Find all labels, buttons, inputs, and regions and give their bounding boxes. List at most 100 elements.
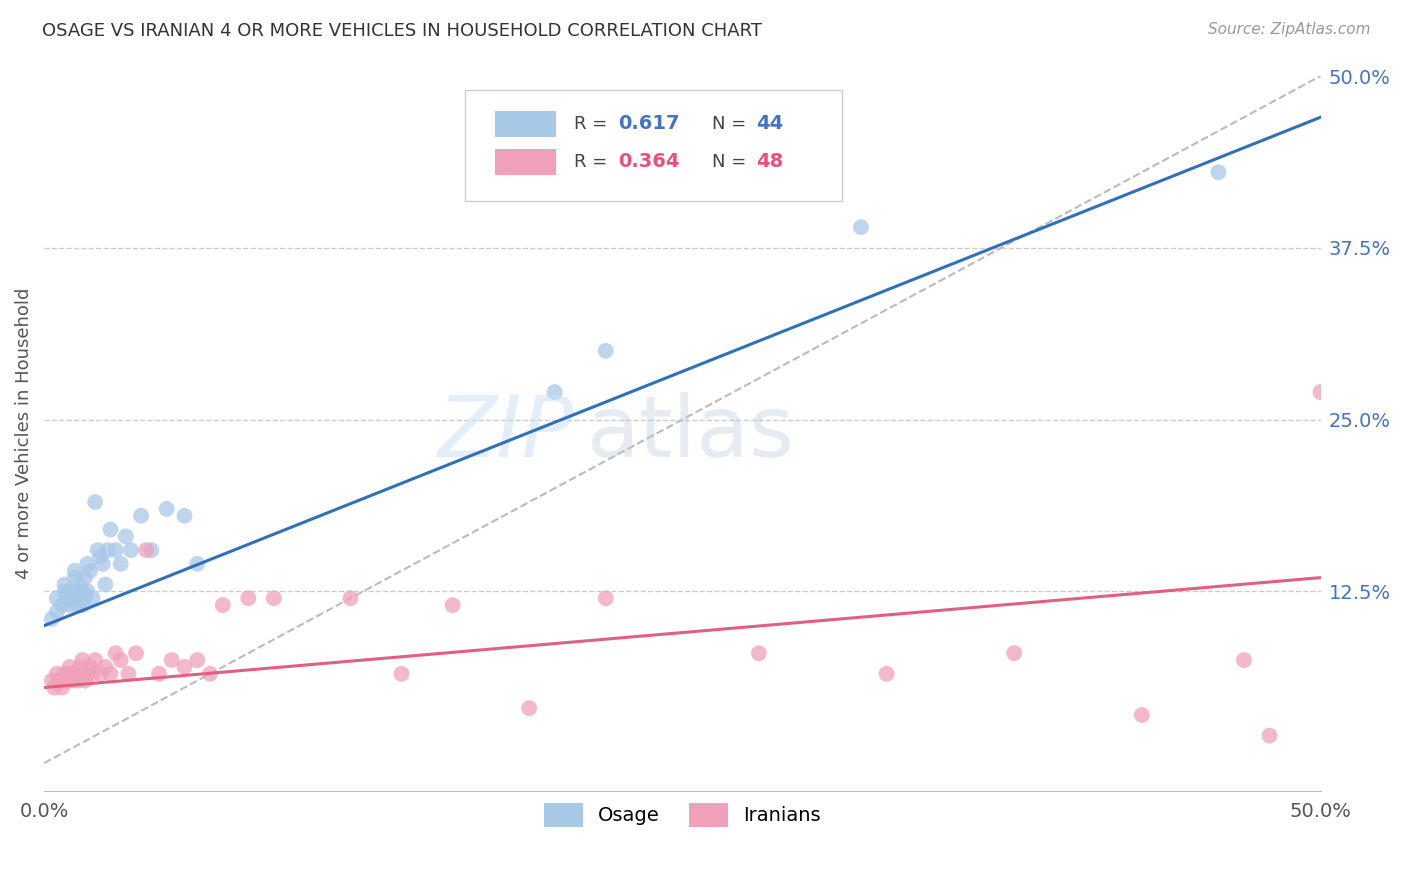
Point: [56, 591, 79, 606]
Point: [59, 598, 82, 612]
Point: [82, 591, 104, 606]
Point: [59, 666, 82, 681]
Point: [129, 508, 152, 523]
Point: [391, 666, 413, 681]
Text: R =: R =: [574, 115, 613, 133]
Point: [72, 584, 94, 599]
Point: [53, 584, 76, 599]
Point: [91, 557, 114, 571]
Point: [876, 666, 898, 681]
Point: [186, 653, 208, 667]
Point: [63, 564, 86, 578]
Text: OSAGE VS IRANIAN 4 OR MORE VEHICLES IN HOUSEHOLD CORRELATION CHART: OSAGE VS IRANIAN 4 OR MORE VEHICLES IN H…: [42, 22, 762, 40]
Point: [84, 495, 107, 509]
Point: [48, 673, 70, 688]
Point: [72, 666, 94, 681]
Text: N =: N =: [711, 115, 752, 133]
Point: [263, 591, 285, 606]
Point: [73, 571, 96, 585]
Point: [45, 666, 67, 681]
Point: [45, 605, 67, 619]
FancyBboxPatch shape: [465, 90, 842, 201]
Point: [94, 577, 117, 591]
Point: [148, 666, 170, 681]
Point: [60, 591, 83, 606]
Point: [59, 660, 82, 674]
Y-axis label: 4 or more Vehicles in Household: 4 or more Vehicles in Household: [15, 287, 32, 579]
Point: [849, 220, 872, 235]
Point: [1233, 653, 1256, 667]
Point: [141, 543, 163, 558]
Point: [41, 673, 63, 688]
Point: [79, 564, 101, 578]
Text: N =: N =: [711, 153, 752, 170]
Point: [97, 543, 120, 558]
Point: [100, 523, 122, 537]
Point: [82, 666, 104, 681]
Point: [45, 591, 67, 606]
Point: [89, 666, 111, 681]
Point: [84, 653, 107, 667]
Point: [53, 577, 76, 591]
Point: [69, 660, 91, 674]
Point: [41, 612, 63, 626]
Point: [44, 681, 66, 695]
Point: [1130, 708, 1153, 723]
Point: [517, 701, 540, 715]
Point: [110, 557, 132, 571]
Point: [441, 598, 464, 612]
Point: [1208, 165, 1230, 179]
Point: [173, 508, 195, 523]
Point: [1002, 646, 1025, 660]
Point: [51, 681, 73, 695]
Point: [104, 543, 127, 558]
Point: [89, 549, 111, 564]
Point: [73, 673, 96, 688]
Text: atlas: atlas: [586, 392, 794, 475]
Point: [186, 557, 208, 571]
Text: 0.617: 0.617: [619, 114, 681, 134]
Point: [135, 543, 157, 558]
Point: [156, 502, 179, 516]
Text: Source: ZipAtlas.com: Source: ZipAtlas.com: [1208, 22, 1371, 37]
Point: [595, 591, 617, 606]
Point: [60, 673, 83, 688]
Point: [748, 646, 770, 660]
Point: [63, 666, 86, 681]
Point: [66, 584, 89, 599]
Text: 0.364: 0.364: [619, 153, 681, 171]
Point: [114, 529, 136, 543]
Point: [94, 660, 117, 674]
Text: 48: 48: [756, 153, 783, 171]
Point: [117, 666, 139, 681]
Point: [73, 591, 96, 606]
Point: [69, 577, 91, 591]
Point: [76, 666, 98, 681]
Point: [66, 598, 89, 612]
Text: ZIP: ZIP: [437, 392, 574, 475]
Text: R =: R =: [574, 153, 613, 170]
Point: [595, 343, 617, 358]
Point: [79, 660, 101, 674]
Point: [66, 673, 89, 688]
Point: [110, 653, 132, 667]
Point: [51, 598, 73, 612]
Point: [76, 557, 98, 571]
Point: [1309, 385, 1331, 400]
Point: [125, 646, 148, 660]
Point: [544, 385, 567, 400]
Point: [69, 591, 91, 606]
Point: [104, 646, 127, 660]
Point: [56, 673, 79, 688]
Point: [87, 543, 110, 558]
Point: [198, 666, 221, 681]
Point: [1258, 729, 1281, 743]
Point: [339, 591, 361, 606]
Point: [160, 653, 183, 667]
Point: [173, 660, 195, 674]
Point: [100, 666, 122, 681]
Point: [211, 598, 233, 612]
Text: 44: 44: [756, 114, 783, 134]
Point: [59, 584, 82, 599]
Bar: [495, 111, 555, 136]
